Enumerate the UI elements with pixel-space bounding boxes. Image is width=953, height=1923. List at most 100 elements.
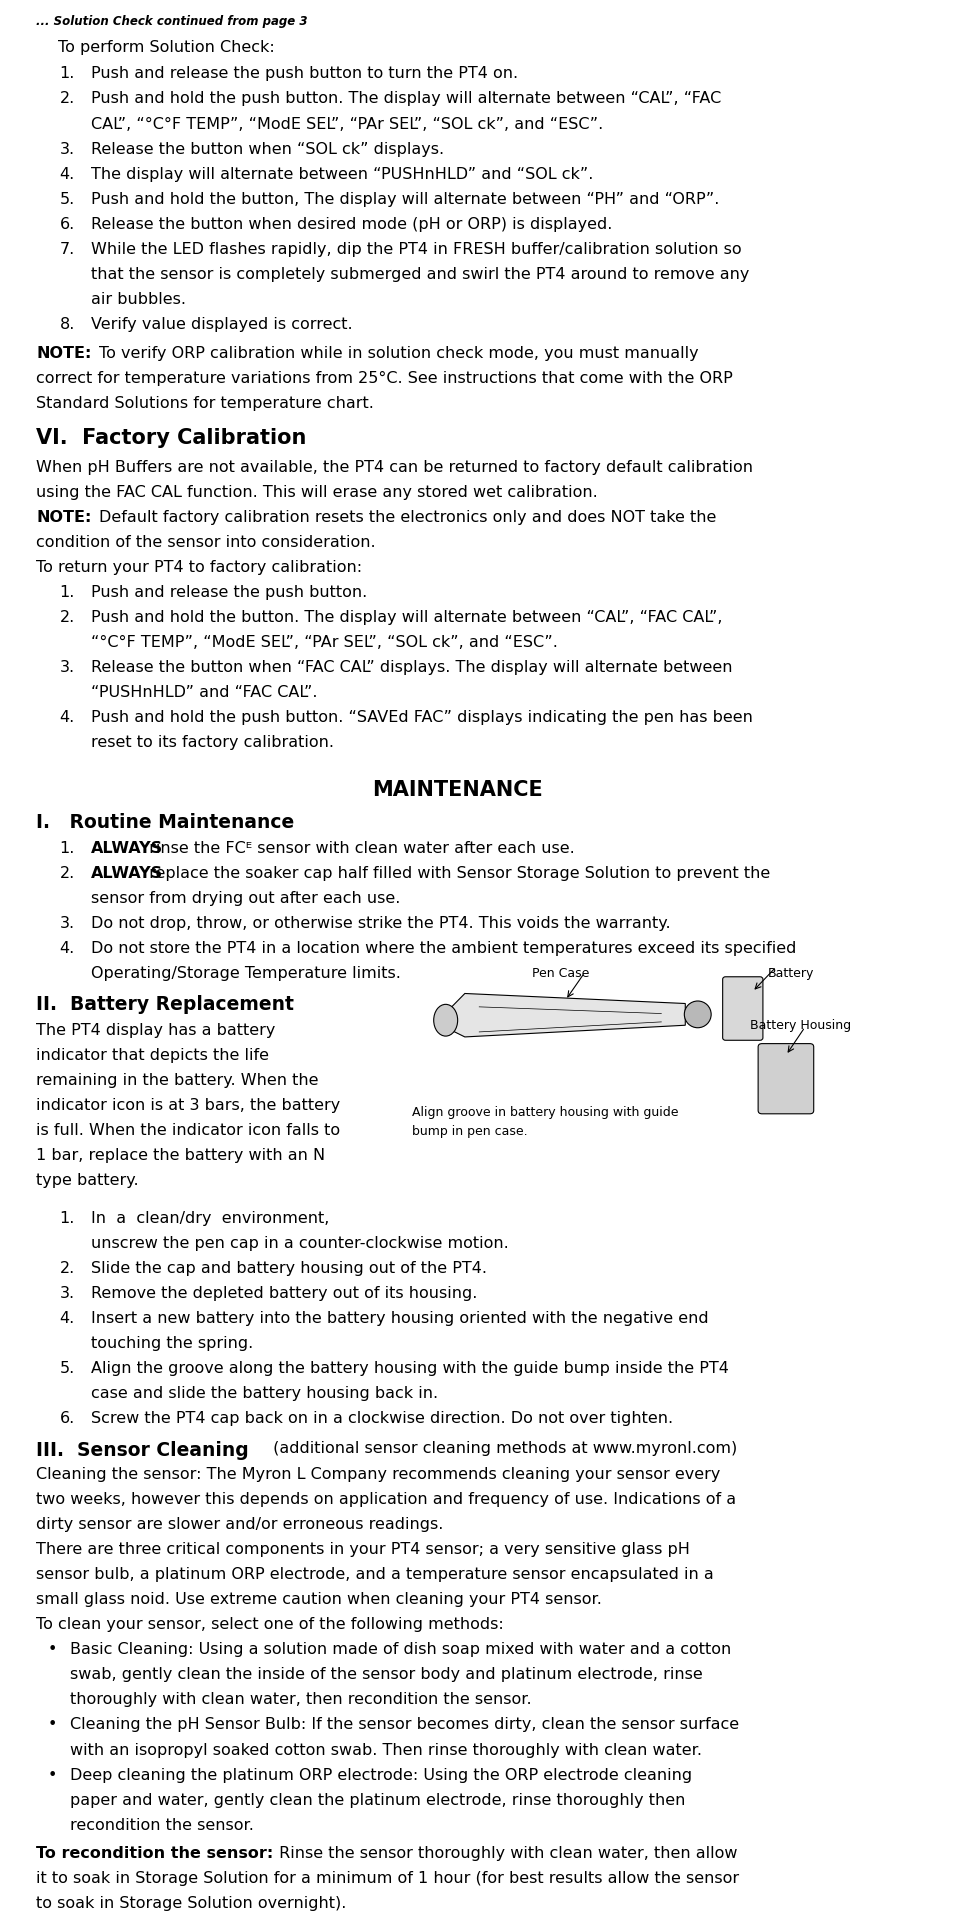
Text: Release the button when “SOL ck” displays.: Release the button when “SOL ck” display… bbox=[91, 142, 444, 156]
Text: To return your PT4 to factory calibration:: To return your PT4 to factory calibratio… bbox=[36, 560, 362, 575]
Text: 3.: 3. bbox=[59, 1286, 74, 1302]
Text: Do not drop, throw, or otherwise strike the PT4. This voids the warranty.: Do not drop, throw, or otherwise strike … bbox=[91, 915, 670, 931]
Text: •: • bbox=[48, 1767, 57, 1783]
Text: To verify ORP calibration while in solution check mode, you must manually: To verify ORP calibration while in solut… bbox=[98, 346, 698, 360]
Text: is full. When the indicator icon falls to: is full. When the indicator icon falls t… bbox=[36, 1123, 340, 1138]
Text: two weeks, however this depends on application and frequency of use. Indications: two weeks, however this depends on appli… bbox=[36, 1492, 736, 1508]
Text: Basic Cleaning: Using a solution made of dish soap mixed with water and a cotton: Basic Cleaning: Using a solution made of… bbox=[70, 1642, 730, 1658]
Text: sensor bulb, a platinum ORP electrode, and a temperature sensor encapsulated in : sensor bulb, a platinum ORP electrode, a… bbox=[36, 1567, 714, 1583]
Text: Insert a new battery into the battery housing oriented with the negative end: Insert a new battery into the battery ho… bbox=[91, 1311, 708, 1327]
Text: replace the soaker cap half filled with Sensor Storage Solution to prevent the: replace the soaker cap half filled with … bbox=[144, 865, 769, 881]
Text: “°C°F TEMP”, “ModE SEL”, “PAr SEL”, “SOL ck”, and “ESC”.: “°C°F TEMP”, “ModE SEL”, “PAr SEL”, “SOL… bbox=[91, 635, 558, 650]
Text: Release the button when “FAC CAL” displays. The display will alternate between: Release the button when “FAC CAL” displa… bbox=[91, 660, 732, 675]
Text: that the sensor is completely submerged and swirl the PT4 around to remove any: that the sensor is completely submerged … bbox=[91, 267, 749, 283]
Text: indicator that depicts the life: indicator that depicts the life bbox=[36, 1048, 269, 1063]
Text: ALWAYS: ALWAYS bbox=[91, 865, 163, 881]
Text: Operating/Storage Temperature limits.: Operating/Storage Temperature limits. bbox=[91, 965, 400, 981]
Text: Battery: Battery bbox=[767, 967, 813, 979]
Text: 3.: 3. bbox=[59, 660, 74, 675]
Text: Deep cleaning the platinum ORP electrode: Using the ORP electrode cleaning: Deep cleaning the platinum ORP electrode… bbox=[70, 1767, 691, 1783]
Text: reset to its factory calibration.: reset to its factory calibration. bbox=[91, 735, 334, 750]
Text: •: • bbox=[48, 1717, 57, 1733]
Text: Pen Case: Pen Case bbox=[532, 967, 589, 979]
Text: 5.: 5. bbox=[59, 1361, 74, 1377]
Text: Rinse the sensor thoroughly with clean water, then allow: Rinse the sensor thoroughly with clean w… bbox=[274, 1846, 737, 1861]
Text: NOTE:: NOTE: bbox=[36, 510, 91, 525]
Text: dirty sensor are slower and/or erroneous readings.: dirty sensor are slower and/or erroneous… bbox=[36, 1517, 443, 1533]
Text: bump in pen case.: bump in pen case. bbox=[412, 1125, 527, 1138]
Text: Release the button when desired mode (pH or ORP) is displayed.: Release the button when desired mode (pH… bbox=[91, 217, 612, 233]
Text: III.  Sensor Cleaning: III. Sensor Cleaning bbox=[36, 1440, 249, 1460]
Text: Remove the depleted battery out of its housing.: Remove the depleted battery out of its h… bbox=[91, 1286, 476, 1302]
Text: 4.: 4. bbox=[59, 710, 74, 725]
Text: to soak in Storage Solution overnight).: to soak in Storage Solution overnight). bbox=[36, 1896, 347, 1911]
Text: 1.: 1. bbox=[59, 585, 74, 600]
Text: Push and release the push button.: Push and release the push button. bbox=[91, 585, 367, 600]
Text: Cleaning the pH Sensor Bulb: If the sensor becomes dirty, clean the sensor surfa: Cleaning the pH Sensor Bulb: If the sens… bbox=[70, 1717, 739, 1733]
Text: 3.: 3. bbox=[59, 142, 74, 156]
Polygon shape bbox=[436, 994, 684, 1036]
Text: CAL”, “°C°F TEMP”, “ModE SEL”, “PAr SEL”, “SOL ck”, and “ESC”.: CAL”, “°C°F TEMP”, “ModE SEL”, “PAr SEL”… bbox=[91, 117, 602, 131]
Text: 1.: 1. bbox=[59, 67, 74, 81]
Text: touching the spring.: touching the spring. bbox=[91, 1336, 253, 1352]
Text: I.   Routine Maintenance: I. Routine Maintenance bbox=[36, 813, 294, 833]
Text: ALWAYS: ALWAYS bbox=[91, 840, 163, 856]
Text: swab, gently clean the inside of the sensor body and platinum electrode, rinse: swab, gently clean the inside of the sen… bbox=[70, 1667, 702, 1683]
Text: 6.: 6. bbox=[59, 217, 74, 233]
Text: In  a  clean/dry  environment,: In a clean/dry environment, bbox=[91, 1211, 329, 1225]
Text: Standard Solutions for temperature chart.: Standard Solutions for temperature chart… bbox=[36, 396, 374, 412]
Text: 4.: 4. bbox=[59, 167, 74, 181]
Text: To perform Solution Check:: To perform Solution Check: bbox=[57, 40, 274, 56]
Text: thoroughly with clean water, then recondition the sensor.: thoroughly with clean water, then recond… bbox=[70, 1692, 531, 1708]
Text: recondition the sensor.: recondition the sensor. bbox=[70, 1817, 253, 1833]
Text: Push and hold the push button. The display will alternate between “CAL”, “FAC: Push and hold the push button. The displ… bbox=[91, 92, 720, 106]
Text: remaining in the battery. When the: remaining in the battery. When the bbox=[36, 1073, 318, 1088]
Text: small glass noid. Use extreme caution when cleaning your PT4 sensor.: small glass noid. Use extreme caution wh… bbox=[36, 1592, 601, 1608]
Text: type battery.: type battery. bbox=[36, 1173, 139, 1188]
Text: condition of the sensor into consideration.: condition of the sensor into considerati… bbox=[36, 535, 375, 550]
Text: 3.: 3. bbox=[59, 915, 74, 931]
Text: To recondition the sensor:: To recondition the sensor: bbox=[36, 1846, 274, 1861]
Text: 4.: 4. bbox=[59, 940, 74, 956]
Text: •: • bbox=[48, 1642, 57, 1658]
Ellipse shape bbox=[683, 1002, 710, 1027]
Text: To clean your sensor, select one of the following methods:: To clean your sensor, select one of the … bbox=[36, 1617, 503, 1633]
Text: rinse the FCᴱ sensor with clean water after each use.: rinse the FCᴱ sensor with clean water af… bbox=[144, 840, 574, 856]
Text: unscrew the pen cap in a counter-clockwise motion.: unscrew the pen cap in a counter-clockwi… bbox=[91, 1236, 508, 1250]
Text: The display will alternate between “PUSHnHLD” and “SOL ck”.: The display will alternate between “PUSH… bbox=[91, 167, 593, 181]
Text: “PUSHnHLD” and “FAC CAL”.: “PUSHnHLD” and “FAC CAL”. bbox=[91, 685, 317, 700]
Text: Push and release the push button to turn the PT4 on.: Push and release the push button to turn… bbox=[91, 67, 517, 81]
Text: VI.  Factory Calibration: VI. Factory Calibration bbox=[36, 429, 307, 448]
Text: Slide the cap and battery housing out of the PT4.: Slide the cap and battery housing out of… bbox=[91, 1261, 487, 1275]
Text: Push and hold the push button. “SAVEd FAC” displays indicating the pen has been: Push and hold the push button. “SAVEd FA… bbox=[91, 710, 752, 725]
Text: using the FAC CAL function. This will erase any stored wet calibration.: using the FAC CAL function. This will er… bbox=[36, 485, 598, 500]
Text: 2.: 2. bbox=[59, 610, 74, 625]
Text: 2.: 2. bbox=[59, 92, 74, 106]
Text: sensor from drying out after each use.: sensor from drying out after each use. bbox=[91, 890, 400, 906]
Text: air bubbles.: air bubbles. bbox=[91, 292, 186, 308]
Text: NOTE:: NOTE: bbox=[36, 346, 91, 360]
Text: correct for temperature variations from 25°C. See instructions that come with th: correct for temperature variations from … bbox=[36, 371, 733, 387]
Text: 6.: 6. bbox=[59, 1411, 74, 1427]
Text: MAINTENANCE: MAINTENANCE bbox=[372, 781, 542, 800]
Text: (additional sensor cleaning methods at www.myronl.com): (additional sensor cleaning methods at w… bbox=[268, 1440, 737, 1456]
Text: Cleaning the sensor: The Myron L Company recommends cleaning your sensor every: Cleaning the sensor: The Myron L Company… bbox=[36, 1467, 720, 1483]
Text: 8.: 8. bbox=[59, 317, 74, 333]
FancyBboxPatch shape bbox=[758, 1044, 813, 1113]
Text: Battery Housing: Battery Housing bbox=[749, 1019, 850, 1031]
Text: 1 bar, replace the battery with an N: 1 bar, replace the battery with an N bbox=[36, 1148, 325, 1163]
Text: 7.: 7. bbox=[59, 242, 74, 258]
Ellipse shape bbox=[434, 1004, 457, 1036]
Text: While the LED flashes rapidly, dip the PT4 in FRESH buffer/calibration solution : While the LED flashes rapidly, dip the P… bbox=[91, 242, 740, 258]
Text: 2.: 2. bbox=[59, 865, 74, 881]
Text: Default factory calibration resets the electronics only and does NOT take the: Default factory calibration resets the e… bbox=[98, 510, 716, 525]
Text: 2.: 2. bbox=[59, 1261, 74, 1275]
Text: Push and hold the button. The display will alternate between “CAL”, “FAC CAL”,: Push and hold the button. The display wi… bbox=[91, 610, 721, 625]
Text: 4.: 4. bbox=[59, 1311, 74, 1327]
Text: Align the groove along the battery housing with the guide bump inside the PT4: Align the groove along the battery housi… bbox=[91, 1361, 728, 1377]
Text: Do not store the PT4 in a location where the ambient temperatures exceed its spe: Do not store the PT4 in a location where… bbox=[91, 940, 796, 956]
Text: The PT4 display has a battery: The PT4 display has a battery bbox=[36, 1023, 275, 1038]
Text: 5.: 5. bbox=[59, 192, 74, 208]
Text: with an isopropyl soaked cotton swab. Then rinse thoroughly with clean water.: with an isopropyl soaked cotton swab. Th… bbox=[70, 1742, 701, 1758]
Text: Screw the PT4 cap back on in a clockwise direction. Do not over tighten.: Screw the PT4 cap back on in a clockwise… bbox=[91, 1411, 673, 1427]
